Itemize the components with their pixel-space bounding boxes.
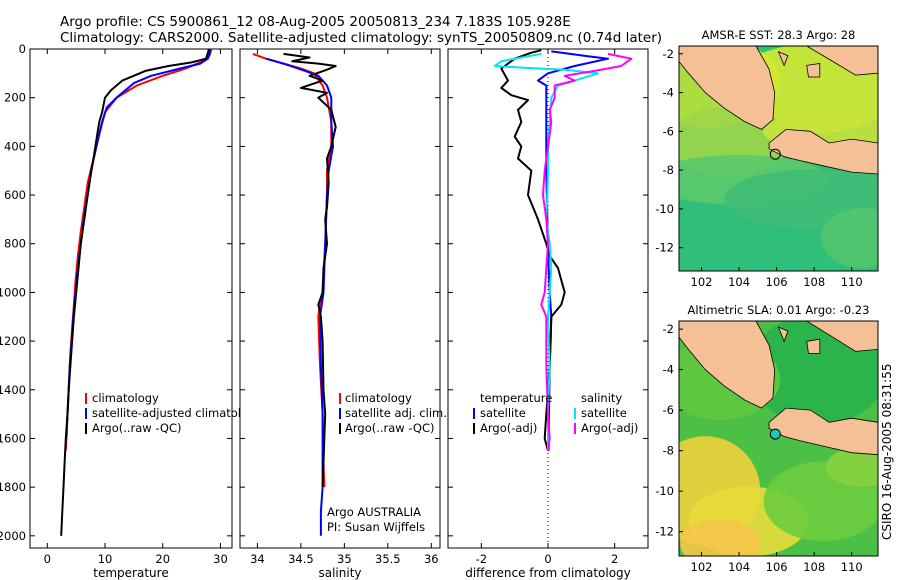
sst-map-ytick-label: -10 — [655, 202, 674, 216]
figure-title-line-1: Argo profile: CS 5900861_12 08-Aug-2005 … — [60, 14, 571, 30]
difference-legend-temperature-header: temperature — [480, 391, 552, 405]
salinity-xtick-label: 36 — [424, 552, 439, 566]
temperature-ytick-label: 1400 — [0, 383, 26, 397]
sla-map-title: Altimetric SLA: 0.01 Argo: -0.23 — [688, 303, 870, 317]
sst-map-xtick-label: 108 — [803, 275, 825, 289]
difference-series-line-2 — [493, 52, 599, 451]
sla-map-ytick-label: -6 — [663, 403, 674, 417]
temperature-plot — [29, 48, 233, 549]
sla-map — [678, 320, 879, 557]
sla-map-xtick-label: 102 — [691, 560, 713, 574]
salinity-annotation: Argo AUSTRALIA — [327, 505, 421, 519]
sla-map-xtick-label: 104 — [728, 560, 750, 574]
temperature-ytick-label: 600 — [4, 188, 26, 202]
sst-map-argo-marker — [769, 148, 781, 160]
sla-map-ytick-label: -8 — [663, 444, 674, 458]
temperature-xtick-label: 10 — [98, 552, 113, 566]
sla-map-field-patch — [826, 446, 878, 487]
sla-map-xtick-label: 106 — [766, 560, 788, 574]
salinity-series-line-2 — [283, 52, 337, 488]
sst-map-land-java — [768, 128, 878, 175]
difference-xtick-label: -2 — [476, 552, 487, 566]
sst-map-ytick-label: -4 — [663, 86, 674, 100]
sla-map-ytick-label: -2 — [663, 322, 674, 336]
sst-map-land-islet — [777, 51, 789, 67]
sst-map-xtick-label: 110 — [841, 275, 863, 289]
temperature-xtick-label: 30 — [213, 552, 228, 566]
salinity-xlabel: salinity — [318, 566, 361, 580]
temperature-ytick-label: 800 — [4, 237, 26, 251]
temperature-xlabel: temperature — [93, 566, 168, 580]
sla-map-land-islet — [806, 338, 821, 354]
sst-map-land-sumatra — [679, 46, 776, 130]
sst-map — [678, 45, 879, 272]
sst-map-land-islet — [806, 63, 821, 78]
sla-map-argo-marker — [769, 428, 781, 440]
salinity-xtick-label: 35.5 — [375, 552, 401, 566]
salinity-legend-label: Argo(..raw -QC) — [345, 421, 435, 435]
difference-xlabel: difference from climatology — [465, 566, 631, 580]
temperature-legend-label: Argo(..raw -QC) — [92, 421, 182, 435]
sla-map-ytick-label: -12 — [655, 525, 674, 539]
temperature-ytick-label: 1200 — [0, 334, 26, 348]
temperature-ytick-label: 400 — [4, 139, 26, 153]
difference-series-line-1 — [500, 49, 566, 451]
sst-map-ytick-label: -12 — [655, 241, 674, 255]
temperature-legend-label: climatology — [92, 391, 159, 405]
temperature-legend-label: satellite-adjusted climatology — [92, 406, 262, 420]
difference-legend-label: Argo(-adj) — [581, 421, 638, 435]
sst-map-ytick-label: -6 — [663, 124, 674, 138]
sla-map-xtick-label: 108 — [803, 560, 825, 574]
sst-map-ytick-label: -2 — [663, 47, 674, 61]
sla-map-xtick-label: 110 — [841, 560, 863, 574]
difference-legend-label: satellite — [480, 406, 526, 420]
sla-map-land-islet — [777, 326, 789, 343]
sst-map-ytick-label: -8 — [663, 163, 674, 177]
temperature-ytick-label: 1800 — [0, 480, 26, 494]
sst-map-axes-box — [678, 45, 879, 272]
sla-map-field-patch — [747, 321, 878, 425]
salinity-legend-label: satellite adj. clim. — [345, 406, 447, 420]
sst-map-title: AMSR-E SST: 28.3 Argo: 28 — [702, 28, 856, 42]
temperature-ytick-label: 1600 — [0, 431, 26, 445]
sst-map-xtick-label: 106 — [766, 275, 788, 289]
salinity-annotation: PI: Susan Wijffels — [327, 520, 425, 534]
salinity-xtick-label: 35 — [337, 552, 352, 566]
sla-map-land-java — [768, 407, 878, 456]
temperature-ytick-label: 1000 — [0, 285, 26, 299]
difference-legend-label: satellite — [581, 406, 627, 420]
sst-map-xtick-label: 102 — [691, 275, 713, 289]
difference-plot — [447, 48, 649, 549]
temperature-axes-box — [29, 48, 233, 549]
salinity-xtick-label: 34 — [250, 552, 265, 566]
difference-legend-salinity-header: salinity — [581, 391, 622, 405]
difference-legend-label: Argo(-adj) — [480, 421, 537, 435]
temperature-ytick-label: 0 — [19, 42, 26, 56]
temperature-ytick-label: 2000 — [0, 529, 26, 543]
salinity-xtick-label: 34.5 — [288, 552, 314, 566]
sst-map-field-patch — [821, 208, 878, 269]
sla-map-land-sumatra — [679, 321, 776, 409]
difference-series-line-3 — [540, 52, 633, 451]
salinity-plot — [239, 48, 441, 549]
salinity-legend-label: climatology — [345, 391, 412, 405]
sst-map-xtick-label: 104 — [728, 275, 750, 289]
temperature-ytick-label: 200 — [4, 91, 26, 105]
sla-map-ytick-label: -10 — [655, 484, 674, 498]
temperature-series-line-2 — [60, 48, 210, 536]
difference-xtick-label: 0 — [544, 552, 551, 566]
figure-title-line-2: Climatology: CARS2000. Satellite-adjuste… — [60, 30, 663, 46]
sst-map-land-borneo — [805, 46, 878, 76]
sla-map-ytick-label: -4 — [663, 363, 674, 377]
sla-map-axes-box — [678, 320, 879, 557]
temperature-xtick-label: 20 — [155, 552, 170, 566]
sla-map-field-patch — [680, 518, 761, 556]
sla-map-field — [679, 321, 878, 556]
salinity-axes-box — [239, 48, 441, 549]
sla-map-land-borneo — [805, 321, 878, 352]
difference-xtick-label: 2 — [611, 552, 618, 566]
temperature-xtick-label: 0 — [44, 552, 51, 566]
